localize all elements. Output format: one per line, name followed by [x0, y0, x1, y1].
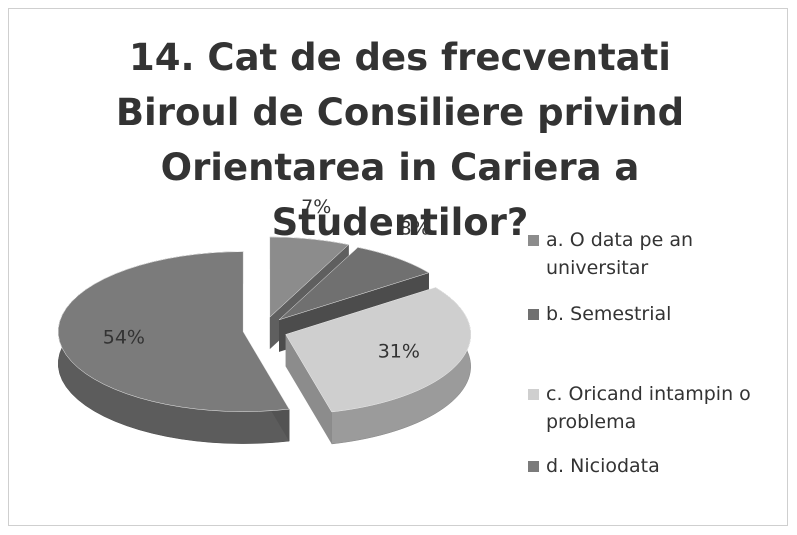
legend-label: c. Oricand intampin o problema [546, 383, 751, 433]
slice [285, 287, 471, 413]
slice [278, 247, 430, 321]
data-label: 54% [103, 327, 145, 349]
legend-swatch [528, 235, 539, 246]
chart-title: 14. Cat de des frecventati Biroul de Con… [115, 36, 685, 244]
slice-side [285, 334, 332, 444]
legend-swatch [528, 389, 539, 400]
slice [58, 251, 290, 412]
legend-item: c. Oricand intampin o problema [528, 380, 778, 436]
data-label: 7% [301, 196, 331, 218]
legend-swatch [528, 461, 539, 472]
legend-item: a. O data pe an universitar [528, 226, 778, 282]
data-label: 8% [400, 217, 430, 239]
data-label: 31% [378, 341, 420, 363]
legend-item: d. Niciodata [528, 452, 778, 480]
frame [8, 8, 788, 526]
slice [269, 236, 350, 318]
legend-item: b. Semestrial [528, 300, 778, 328]
legend-label: d. Niciodata [546, 455, 660, 477]
legend-label: a. O data pe an universitar [546, 229, 694, 279]
legend-label: b. Semestrial [546, 303, 672, 325]
legend-swatch [528, 309, 539, 320]
